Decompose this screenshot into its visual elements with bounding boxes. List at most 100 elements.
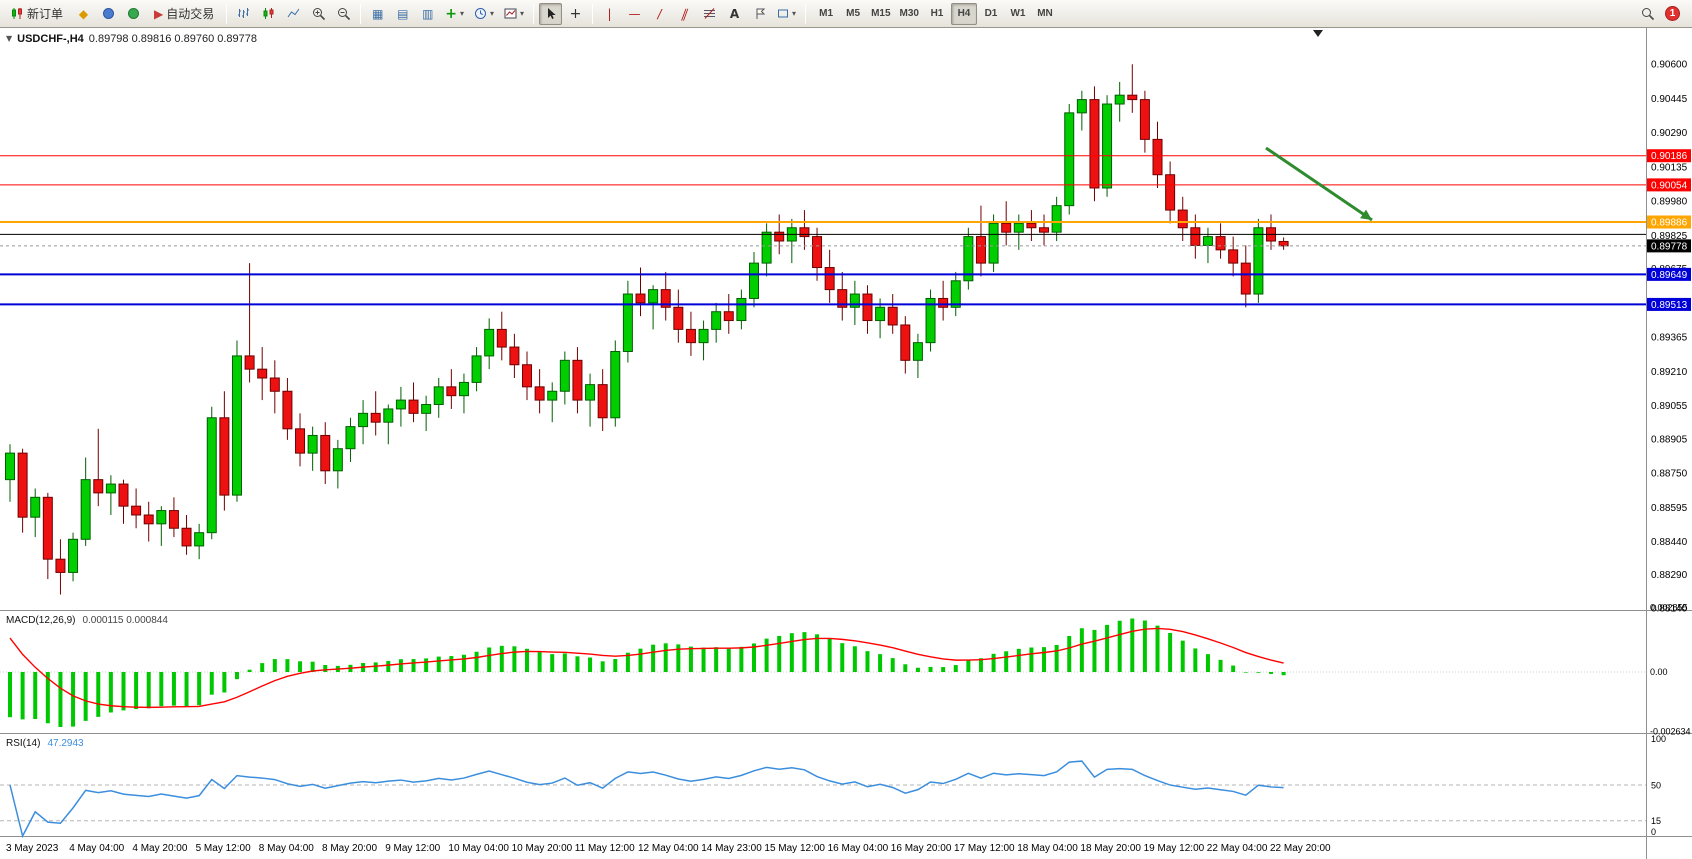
svg-text:3 May 2023: 3 May 2023 xyxy=(6,843,59,854)
timeframe-w1-button[interactable]: W1 xyxy=(1010,8,1026,19)
new-order-button[interactable]: 新订单 xyxy=(4,3,70,25)
community-icon xyxy=(103,8,115,19)
svg-text:0.90054: 0.90054 xyxy=(1651,180,1688,191)
timeframe-mn-button[interactable]: MN xyxy=(1037,8,1053,19)
zoom-out-button[interactable] xyxy=(332,3,355,25)
trend-arrow[interactable] xyxy=(1265,146,1373,222)
timeframe-m1-button[interactable]: M1 xyxy=(819,8,834,19)
cursor-pointer-icon xyxy=(547,8,556,19)
label-tool-button[interactable] xyxy=(748,3,771,25)
vertical-line-tool-button[interactable]: | xyxy=(598,3,621,25)
svg-text:15 May 12:00: 15 May 12:00 xyxy=(764,843,825,854)
svg-text:0.89210: 0.89210 xyxy=(1651,367,1688,378)
chart-canvas[interactable]: 0.90600 0.90445 0.90290 0.90135 0.89980 0.898… xyxy=(0,28,1692,859)
horizontal-lines[interactable] xyxy=(0,155,1646,306)
svg-text:16 May 04:00: 16 May 04:00 xyxy=(828,843,889,854)
horizontal-line-tool-button[interactable]: — xyxy=(623,3,646,25)
search-button[interactable] xyxy=(1636,3,1659,25)
timeframe-m5-button[interactable]: M5 xyxy=(846,8,861,19)
macd-name: MACD(12,26,9) xyxy=(6,615,76,626)
text-tool-button[interactable]: A xyxy=(723,3,746,25)
macd-values: 0.000115 0.000844 xyxy=(82,615,168,626)
cursor-pointer-button[interactable] xyxy=(539,2,563,25)
rsi-panel xyxy=(0,760,1646,839)
timeframe-h4-button[interactable]: H4 xyxy=(950,2,977,25)
arrange-vertical-button[interactable]: ▥ xyxy=(416,3,439,25)
svg-text:0.89055: 0.89055 xyxy=(1651,401,1688,412)
toolbar-right-group: 1 xyxy=(1636,3,1688,25)
candlestick-chart-icon xyxy=(263,8,274,19)
chevron-down-icon: ▾ xyxy=(792,8,797,18)
label-flag-icon xyxy=(756,8,765,19)
svg-text:0.90135: 0.90135 xyxy=(1651,162,1688,173)
chart-area[interactable]: 0.90600 0.90445 0.90290 0.90135 0.89980 0.898… xyxy=(0,28,1692,859)
svg-text:10 May 04:00: 10 May 04:00 xyxy=(448,843,509,854)
chevron-down-icon: ▾ xyxy=(520,8,525,18)
horizontal-line-icon: — xyxy=(628,6,641,21)
new-order-label: 新订单 xyxy=(27,7,64,21)
chart-collapse-icon[interactable]: ▼ xyxy=(6,34,13,43)
templates-button[interactable]: ▾ xyxy=(500,3,528,25)
time-axis: 3 May 2023 4 May 04:00 4 May 20:00 5 May 12… xyxy=(6,843,1331,854)
channel-tool-button[interactable]: ∥ xyxy=(673,3,696,25)
panel-frames xyxy=(0,28,1692,859)
svg-text:10 May 20:00: 10 May 20:00 xyxy=(512,843,573,854)
svg-text:22 May 20:00: 22 May 20:00 xyxy=(1270,843,1331,854)
toolbar-separator xyxy=(533,3,535,24)
timeframe-h1-button[interactable]: H1 xyxy=(930,8,944,19)
svg-text:0.90290: 0.90290 xyxy=(1651,128,1688,139)
toolbar-separator xyxy=(360,3,362,24)
periods-button[interactable]: ▾ xyxy=(470,3,498,25)
svg-text:0.90445: 0.90445 xyxy=(1651,94,1688,105)
zoom-in-icon xyxy=(312,7,325,20)
svg-text:0: 0 xyxy=(1651,827,1656,837)
svg-text:8 May 20:00: 8 May 20:00 xyxy=(322,843,377,854)
timeframe-m15-button[interactable]: M15 xyxy=(871,8,891,19)
crosshair-button[interactable]: + xyxy=(564,3,587,25)
svg-text:15: 15 xyxy=(1651,816,1661,826)
timeframe-buttons: M1 M5 M15 M30 H1 H4 D1 W1 MN xyxy=(813,2,1058,25)
notification-badge[interactable]: 1 xyxy=(1665,6,1680,21)
template-icon xyxy=(504,8,517,19)
svg-text:5 May 12:00: 5 May 12:00 xyxy=(196,843,251,854)
bar-chart-button[interactable] xyxy=(232,3,255,25)
arrange-horizontal-button[interactable]: ▤ xyxy=(391,3,414,25)
community-button[interactable] xyxy=(97,3,120,25)
line-chart-button[interactable] xyxy=(282,3,305,25)
price-tags: 0.90186 0.90054 0.89886 0.89649 0.89513 0.897… xyxy=(1647,149,1691,311)
metaeditor-button[interactable]: ◆ xyxy=(72,3,95,25)
add-indicator-icon: + xyxy=(445,5,457,22)
svg-text:18 May 20:00: 18 May 20:00 xyxy=(1080,843,1141,854)
fibonacci-tool-button[interactable] xyxy=(698,3,721,25)
shapes-tool-button[interactable]: ▾ xyxy=(773,3,800,25)
text-tool-icon: A xyxy=(729,6,740,21)
svg-text:16 May 20:00: 16 May 20:00 xyxy=(891,843,952,854)
timeframe-d1-button[interactable]: D1 xyxy=(984,8,998,19)
svg-text:4 May 20:00: 4 May 20:00 xyxy=(132,843,187,854)
metaeditor-icon: ◆ xyxy=(78,6,89,21)
svg-text:0.002855: 0.002855 xyxy=(1650,602,1688,612)
add-indicator-button[interactable]: + ▾ xyxy=(441,3,468,25)
trendline-tool-button[interactable]: / xyxy=(648,3,671,25)
vertical-line-icon: | xyxy=(607,6,612,21)
trendline-icon: / xyxy=(657,6,662,21)
svg-text:0.89365: 0.89365 xyxy=(1651,333,1688,344)
chevron-down-icon: ▾ xyxy=(490,8,495,18)
channel-icon: ∥ xyxy=(678,6,691,21)
fibonacci-icon xyxy=(704,8,716,19)
candlestick-chart-button[interactable] xyxy=(257,3,280,25)
timeframe-m30-button[interactable]: M30 xyxy=(899,8,919,19)
svg-text:0.88140: 0.88140 xyxy=(1651,603,1688,614)
auto-trading-button[interactable]: ▶ 自动交易 xyxy=(147,3,221,25)
new-order-icon xyxy=(12,8,22,19)
chart-shift-marker[interactable] xyxy=(1313,30,1323,37)
rsi-indicator-label: RSI(14) 47.2943 xyxy=(6,738,84,749)
tile-windows-button[interactable]: ▦ xyxy=(366,3,389,25)
svg-text:0.00: 0.00 xyxy=(1650,667,1668,677)
zoom-in-button[interactable] xyxy=(307,3,330,25)
help-button[interactable] xyxy=(122,3,145,25)
svg-text:18 May 04:00: 18 May 04:00 xyxy=(1017,843,1078,854)
svg-text:0.90600: 0.90600 xyxy=(1651,60,1688,71)
zoom-out-icon xyxy=(337,7,350,20)
